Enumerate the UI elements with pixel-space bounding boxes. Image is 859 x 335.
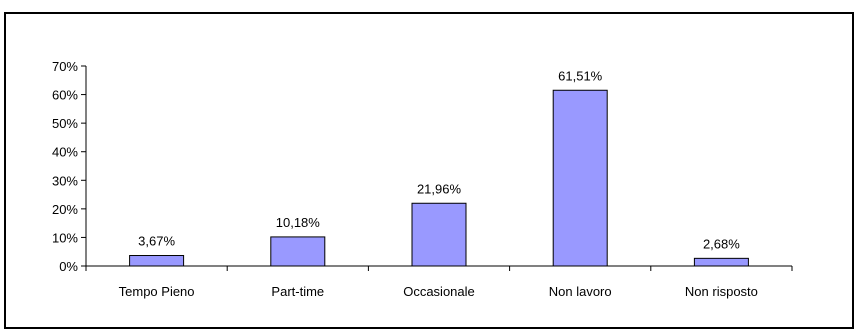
- category-label: Non risposto: [685, 284, 758, 299]
- chart-frame: [4, 12, 854, 329]
- bar: [129, 255, 185, 267]
- data-label: 2,68%: [703, 236, 740, 251]
- category-label: Occasionale: [403, 284, 475, 299]
- y-tick-label: 30%: [52, 173, 78, 188]
- category-label: Non lavoro: [549, 284, 612, 299]
- bar: [270, 236, 326, 267]
- data-label: 21,96%: [417, 181, 462, 196]
- y-tick-label: 40%: [52, 145, 78, 160]
- data-label: 3,67%: [138, 234, 175, 249]
- category-label: Part-time: [271, 284, 324, 299]
- y-tick-label: 20%: [52, 202, 78, 217]
- data-label: 10,18%: [276, 215, 321, 230]
- data-label: 61,51%: [558, 68, 603, 83]
- y-tick-label: 50%: [52, 116, 78, 131]
- bar: [552, 89, 608, 267]
- y-tick-label: 0%: [59, 259, 78, 274]
- category-label: Tempo Pieno: [119, 284, 195, 299]
- y-tick-label: 60%: [52, 88, 78, 103]
- y-tick-label: 10%: [52, 230, 78, 245]
- bar: [411, 202, 467, 267]
- bar: [693, 257, 749, 267]
- y-tick-label: 70%: [52, 59, 78, 74]
